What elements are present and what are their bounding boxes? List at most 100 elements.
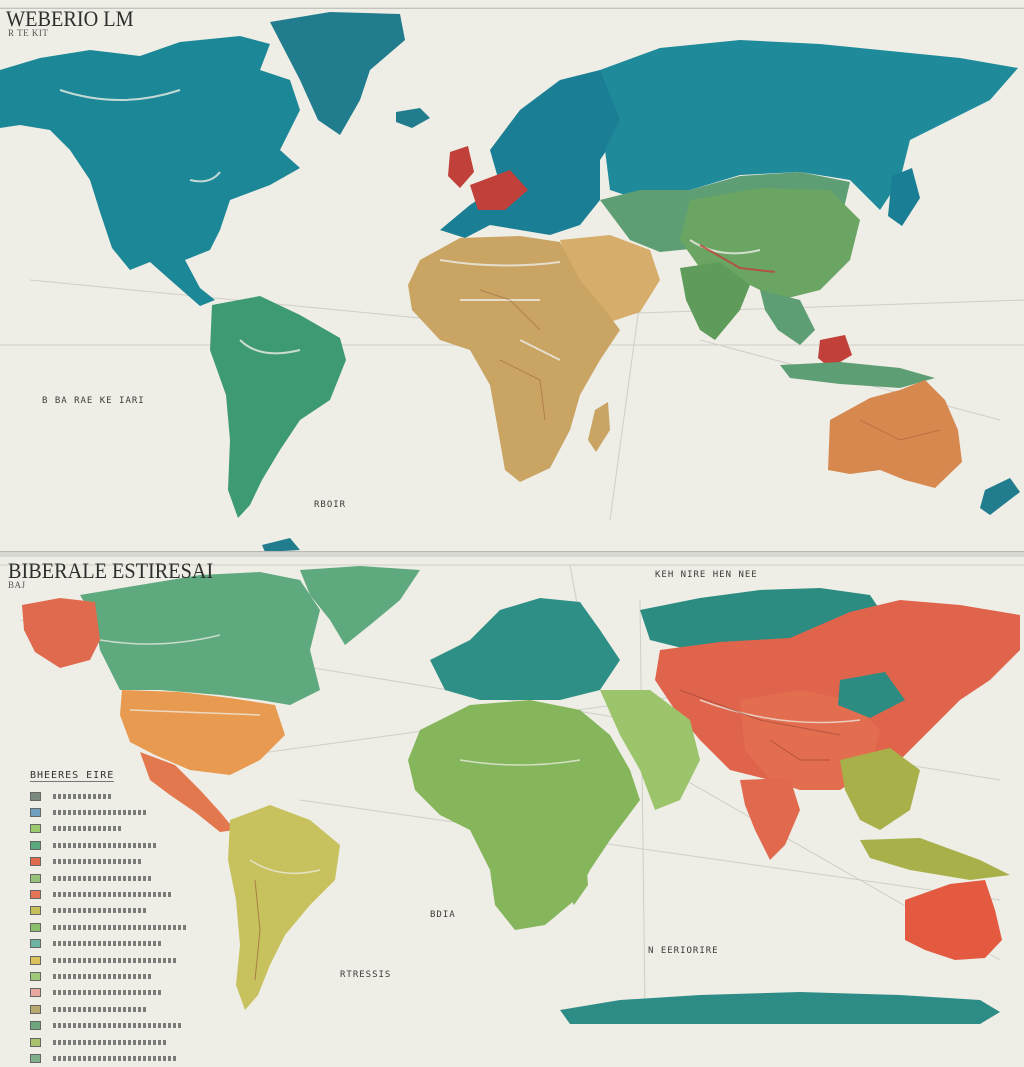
- western-europe-highlight: [470, 170, 528, 210]
- southeast-asia: [840, 748, 920, 830]
- philippines: [818, 335, 852, 368]
- legend-row: [30, 952, 200, 968]
- legend-text-line: [53, 990, 163, 996]
- northern-asia: [600, 40, 1018, 210]
- legend-swatch: [30, 939, 41, 949]
- legend-swatch: [30, 906, 41, 916]
- mexico: [140, 752, 235, 832]
- legend-row: [30, 903, 200, 919]
- legend-swatch: [30, 971, 41, 981]
- alaska: [22, 598, 100, 668]
- new-zealand: [980, 478, 1020, 515]
- legend-row: [30, 837, 200, 853]
- legend-swatch: [30, 808, 41, 818]
- legend-row: [30, 968, 200, 984]
- top-world-map-panel: WEBERIO LM R TE KIT B BA RAE KE IARI RBO…: [0, 6, 1024, 552]
- bottom-map-top-caption: KEH NIRE HEN NEE: [655, 570, 758, 580]
- mongolia: [838, 672, 905, 718]
- legend-swatch: [30, 1053, 41, 1063]
- middle-east: [560, 235, 660, 322]
- legend-text-line: [53, 973, 153, 979]
- legend-swatch: [30, 955, 41, 965]
- iceland: [396, 108, 430, 128]
- top-map-left-caption: B BA RAE KE IARI: [42, 396, 145, 406]
- legend-swatch: [30, 873, 41, 883]
- legend-row: [30, 1034, 200, 1050]
- legend-text-line: [53, 810, 148, 816]
- legend-row: [30, 1050, 200, 1066]
- legend-row: [30, 804, 200, 820]
- north-america: [0, 36, 300, 306]
- bottom-map-legend: BHEERES EIRE: [30, 765, 200, 1067]
- antarctica: [560, 992, 1000, 1024]
- legend-swatch: [30, 890, 41, 900]
- greenland: [300, 566, 420, 645]
- legend-text-line: [53, 875, 153, 881]
- europe: [430, 598, 620, 700]
- bottom-map-africa-caption: BDIA: [430, 910, 456, 920]
- legend-row: [30, 1001, 200, 1017]
- south-america: [210, 296, 346, 518]
- madagascar: [566, 858, 588, 905]
- top-world-map: [0, 7, 1024, 552]
- bottom-world-map: [0, 558, 1024, 1024]
- indonesia: [780, 362, 935, 388]
- japan: [888, 168, 920, 226]
- legend-swatch: [30, 791, 41, 801]
- legend-text-line: [53, 1039, 168, 1045]
- bottom-map-right-caption: N EERIORIRE: [648, 946, 719, 956]
- legend-text-line: [53, 924, 188, 930]
- madagascar: [588, 402, 610, 452]
- legend-text-line: [53, 957, 178, 963]
- legend-text-line: [53, 793, 113, 799]
- top-map-title: WEBERIO LM: [6, 6, 134, 31]
- legend-swatch: [30, 1021, 41, 1031]
- legend-row: [30, 788, 200, 804]
- legend-swatch: [30, 1037, 41, 1047]
- legend-swatch: [30, 857, 41, 867]
- middle-east: [600, 690, 700, 810]
- top-map-subtitle: R TE KIT: [8, 28, 49, 38]
- legend-row: [30, 870, 200, 886]
- legend-swatch: [30, 922, 41, 932]
- legend-text-line: [53, 1006, 148, 1012]
- legend-text-line: [53, 941, 163, 947]
- legend-swatch: [30, 1004, 41, 1014]
- legend-text-line: [53, 842, 158, 848]
- legend-swatch: [30, 824, 41, 834]
- top-map-bottom-caption: RBOIR: [314, 500, 347, 510]
- indonesia: [860, 838, 1010, 880]
- legend-swatch: [30, 988, 41, 998]
- legend-title: BHEERES EIRE: [30, 770, 115, 782]
- southeast-asia: [760, 290, 815, 345]
- bottom-map-south-caption: RTRESSIS: [340, 970, 392, 980]
- bottom-world-map-panel: BIBERALE ESTIRESAI BAJ KEH NIRE HEN NEE …: [0, 558, 1024, 1024]
- legend-rows: [30, 788, 200, 1067]
- panel-divider: [0, 551, 1024, 557]
- india: [740, 778, 800, 860]
- siberia: [640, 588, 880, 650]
- legend-row: [30, 821, 200, 837]
- legend-text-line: [53, 859, 143, 865]
- top-border-rule: [0, 8, 1024, 9]
- north-america: [80, 572, 320, 705]
- bottom-map-title: BIBERALE ESTIRESAI: [8, 558, 214, 583]
- legend-text-line: [53, 892, 173, 898]
- legend-text-line: [53, 908, 148, 914]
- legend-row: [30, 1017, 200, 1033]
- legend-row: [30, 919, 200, 935]
- africa: [408, 236, 620, 482]
- australia: [828, 380, 962, 488]
- antarctica-edge: [262, 538, 300, 552]
- legend-text-line: [53, 1055, 178, 1061]
- british-isles: [448, 146, 474, 188]
- legend-row: [30, 886, 200, 902]
- greenland: [270, 12, 405, 135]
- india: [680, 262, 750, 340]
- legend-row: [30, 936, 200, 952]
- bottom-map-subtitle: BAJ: [8, 580, 26, 590]
- south-america: [228, 805, 340, 1010]
- legend-text-line: [53, 826, 123, 832]
- legend-row: [30, 854, 200, 870]
- legend-swatch: [30, 840, 41, 850]
